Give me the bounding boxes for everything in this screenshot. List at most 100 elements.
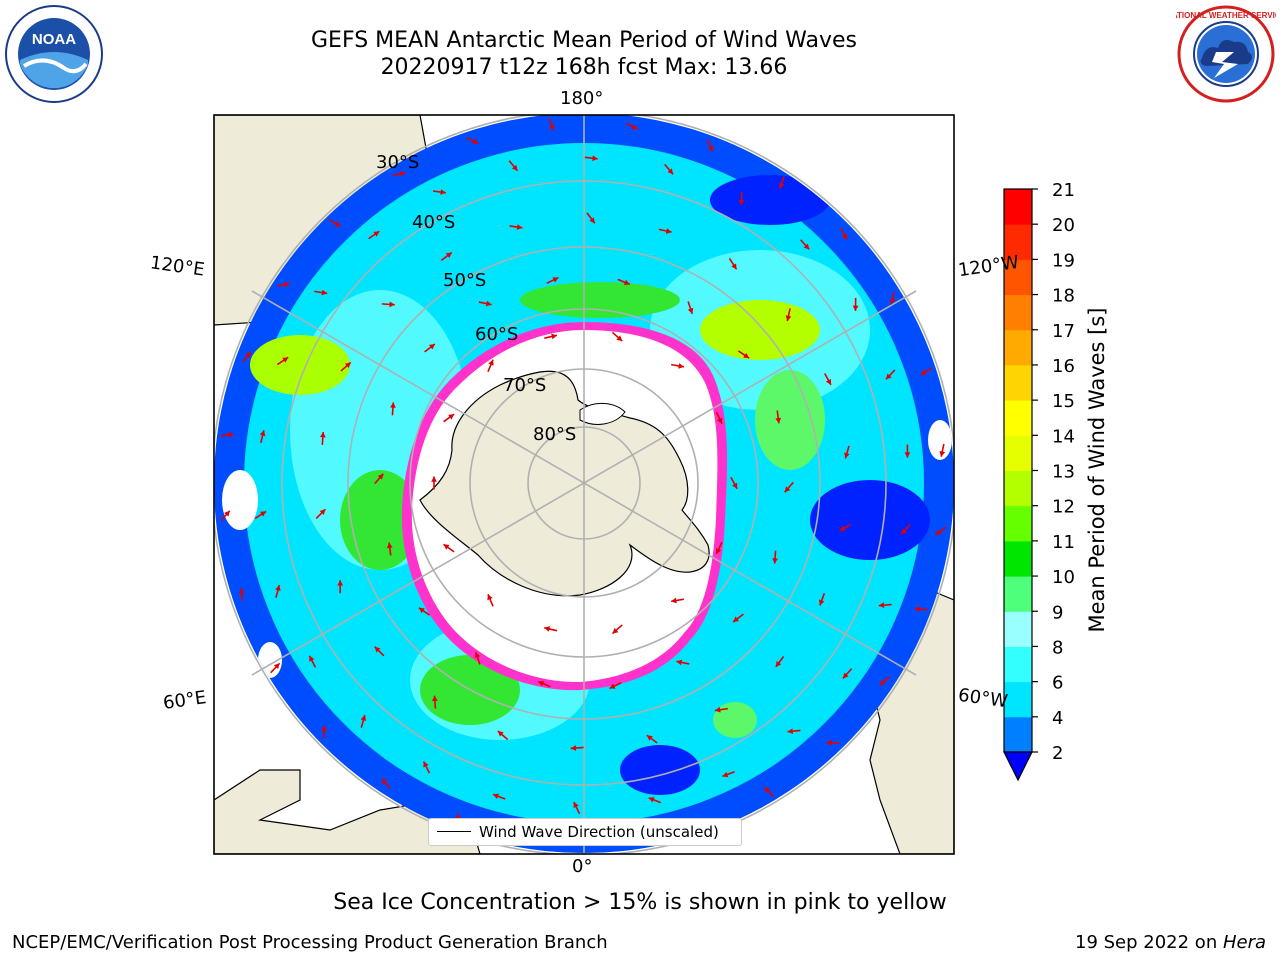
wind-arrow-head [445,252,452,258]
high-period-zone-c [520,282,680,318]
wind-arrow-head [423,761,429,768]
wind-arrows [220,118,947,846]
colorbar-bin [1004,400,1032,436]
colorbar-tick-label: 14 [1052,426,1075,447]
colorbar-bin [1004,435,1032,471]
map-caption: Sea Ice Concentration > 15% is shown in … [333,890,947,915]
wind-arrow-head [573,802,579,809]
colorbar-bin [1004,189,1032,225]
wind-arrow-head [432,695,438,702]
colorbar-tick-label: 17 [1052,321,1075,342]
colorbar-bin [1004,294,1032,331]
wind-arrow-head [648,797,655,803]
map-legend: Wind Wave Direction (unscaled) [428,818,742,846]
wind-arrow-head [334,221,341,227]
wind-arrow-head [920,369,927,375]
wind-arrow-head [321,725,327,731]
wind-arrow-head [487,594,493,601]
wind-arrow-head [474,652,481,659]
high-period-zone-a [250,335,350,395]
wind-arrow-head [623,279,630,286]
wind-arrow-head [455,813,461,820]
legend-label: Wind Wave Direction (unscaled) [479,823,719,841]
colorbar-bin [1004,716,1032,753]
colorbar-tick-label: 21 [1052,180,1075,201]
wind-arrow-head [616,335,623,342]
colorbar: 2 4 6 8 9 10 11 12 13 14 15 16 17 18 19 20 21 [1003,180,1075,782]
wind-arrow-head [731,263,737,270]
colorbar-tick-label: 20 [1052,215,1075,236]
wind-arrow-head [665,228,672,234]
high-period-zone-e [755,370,825,470]
wind-arrow-head [360,715,367,721]
colorbar-tick-label: 18 [1052,286,1075,307]
wind-arrow-head [448,414,455,420]
lon-label-180: 180° [560,88,604,109]
chart-title: GEFS MEAN Antarctic Mean Period of Wind … [311,28,857,53]
wind-arrow-head [839,525,846,531]
wind-arrow-head [472,138,479,144]
colorbar-bin [1004,470,1032,507]
wind-arrow-head [386,542,393,549]
colorbar-tick-label: 12 [1052,497,1075,518]
high-period-zone-d [700,300,820,360]
colorbar-bin [1004,364,1032,401]
ross-sea-ice-shelf [579,403,626,425]
wind-arrow-head [826,740,832,746]
wind-arrow-head [764,787,771,794]
colorbar-tick-label: 4 [1052,708,1063,729]
wind-arrow-head [373,231,380,237]
lat-label-60s: 60°S [475,324,519,345]
graticule [214,115,954,854]
lat-label-30s: 30°S [376,152,420,173]
wind-arrow-head [344,362,351,369]
wind-arrow-head [733,616,740,622]
wind-arrow-head [631,124,638,130]
wind-arrow-head [687,307,694,314]
wind-arrow-head [431,476,437,482]
colorbar-bin [1004,576,1032,612]
wind-arrow-head [935,529,942,535]
wind-arrow-head [418,607,425,614]
wind-arrow-head [381,778,388,785]
low-period-patch-north [710,175,830,225]
high-period-zone-g [713,702,757,738]
wind-arrow-head [260,511,267,517]
wind-arrow-head [803,243,810,250]
wind-arrow-head [319,509,326,516]
wind-arrow-head [321,289,328,296]
wind-arrow-head [667,168,674,175]
low-period-patch-south [620,745,700,795]
nws-logo: NATIONAL WEATHER SERVICE [1176,5,1276,103]
wind-arrow-head [592,155,598,162]
colorbar-extend-min [1003,751,1033,782]
no-data-patch-c [928,420,952,460]
wind-arrow-head [841,233,848,240]
wind-arrow-head [497,730,504,737]
map-frame [213,114,955,855]
wind-arrow-head [714,706,721,713]
wind-arrow-head [904,452,911,458]
meridian-60e-120w [251,290,917,676]
colorbar-bin [1004,681,1032,718]
colorbar-title: Mean Period of Wind Waves [s] [1085,307,1109,633]
colorbar-tick-label: 19 [1052,250,1075,271]
low-period-patch-east [810,480,930,560]
wind-arrow-head [772,558,778,564]
wind-arrow-head [844,452,850,459]
wind-arrow-head [284,281,290,288]
wind-arrow-head [538,680,545,687]
wind-arrow-head [914,606,921,612]
wind-arrow-head [784,486,791,493]
wind-arrow-head [775,417,782,424]
wind-arrow-head [428,344,435,350]
wind-arrow-head [377,473,384,480]
no-data-patch-a [222,470,258,530]
colorbar-bin [1004,329,1032,366]
wind-arrow-head [678,363,684,369]
wind-arrow-head [785,315,792,322]
wind-arrow-head [589,217,595,224]
wind-arrow-head [787,728,794,735]
colorbar-tick-label: 13 [1052,462,1075,483]
